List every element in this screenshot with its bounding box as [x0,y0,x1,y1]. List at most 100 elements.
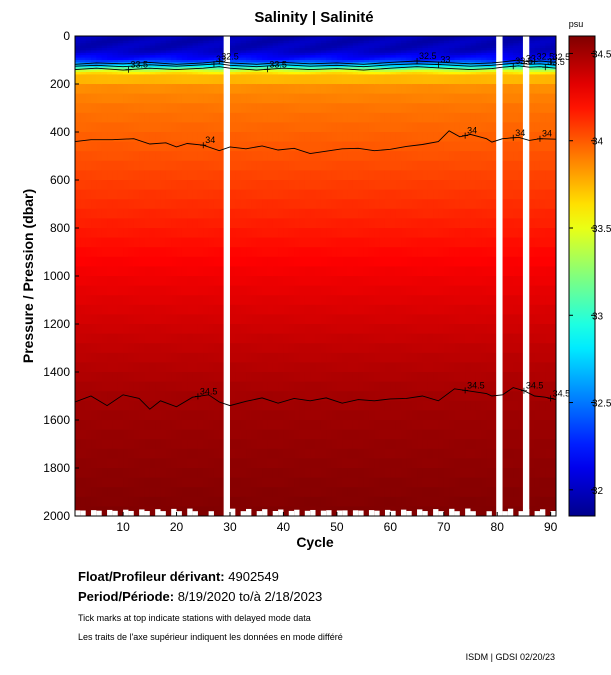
heatmap-cell [251,506,258,516]
heatmap-cell [117,84,124,95]
heatmap-cell [465,180,472,191]
heatmap-cell [326,266,333,277]
heatmap-cell [251,487,258,498]
heatmap-cell [187,343,194,354]
heatmap-cell [347,48,354,51]
heatmap-cell [395,199,402,210]
heatmap-cell [197,506,204,516]
heatmap-cell [256,410,263,421]
heatmap-cell [401,69,407,73]
heatmap-cell [320,429,327,440]
heatmap-cell [219,391,226,402]
heatmap-cell [208,237,215,248]
heatmap-cell [459,352,466,363]
heatmap-cell [427,391,434,402]
heatmap-cell [438,57,445,61]
heatmap-cell [454,84,461,95]
heatmap-cell [379,391,386,402]
heatmap-cell [133,487,140,498]
heatmap-cell [294,84,301,95]
heatmap-cell [358,52,365,56]
heatmap-cell [133,372,140,383]
heatmap-cell [197,38,204,42]
heatmap-cell [155,256,162,267]
heatmap-cell [401,448,407,459]
heatmap-cell [197,40,204,44]
heatmap-cell [101,52,108,56]
heatmap-cell [144,38,151,42]
heatmap-cell [208,38,215,42]
heatmap-cell [454,314,461,325]
heatmap-cell [278,247,285,258]
heatmap-cell [459,74,466,85]
heatmap-cell [246,45,252,49]
heatmap-cell [160,69,167,73]
heatmap-cell [208,400,215,411]
heatmap-cell [299,439,306,450]
heatmap-cell [459,276,466,287]
heatmap-cell [91,43,97,47]
heatmap-cell [422,487,429,498]
heatmap-cell [417,333,423,344]
heatmap-cell [288,276,295,287]
heatmap-cell [459,448,466,459]
heatmap-cell [181,170,188,181]
heatmap-cell [342,237,349,248]
heatmap-cell [347,72,354,75]
heatmap-cell [235,180,242,191]
heatmap-cell [374,69,381,73]
heatmap-cell [235,410,242,421]
heatmap-cell [395,64,402,68]
heatmap-cell [427,295,434,306]
heatmap-cell [155,69,162,73]
heatmap-cell [278,285,285,296]
heatmap-cell [160,276,167,287]
heatmap-cell [459,477,466,488]
heatmap-cell [176,141,183,152]
heatmap-cell [262,314,268,325]
heatmap-cell [475,496,482,507]
heatmap-cell [128,170,135,181]
heatmap-cell [465,304,472,315]
heatmap-cell [406,372,413,383]
heatmap-cell [240,247,247,258]
heatmap-cell [465,266,472,277]
heatmap-cell [368,38,375,42]
heatmap-cell [240,170,247,181]
heatmap-cell [176,208,183,219]
heatmap-cell [149,458,156,469]
heatmap-cell [117,256,124,267]
heatmap-cell [310,170,317,181]
heatmap-cell [358,487,365,498]
heatmap-cell [112,362,119,373]
heatmap-cell [347,132,354,143]
heatmap-cell [390,69,397,73]
heatmap-cell [384,352,391,363]
heatmap-cell [358,266,365,277]
heatmap-cell [80,170,87,181]
heatmap-cell [294,448,301,459]
heatmap-cell [101,228,108,239]
heatmap-cell [422,381,429,392]
heatmap-cell [470,429,477,440]
heatmap-cell [139,400,146,411]
heatmap-cell [187,333,194,344]
heatmap-cell [379,352,386,363]
heatmap-cell [107,50,114,54]
heatmap-cell [374,468,381,479]
heatmap-cell [438,48,445,51]
heatmap-cell [358,180,365,191]
heatmap-cell [406,103,413,114]
heatmap-cell [219,64,226,68]
heatmap-cell [475,74,482,85]
heatmap-cell [278,420,285,431]
heatmap-cell [342,141,349,152]
heatmap-cell [208,112,215,123]
heatmap-cell [310,266,317,277]
heatmap-cell [203,40,210,44]
heatmap-cell [433,72,440,75]
heatmap-cell [208,151,215,162]
heatmap-cell [454,189,461,200]
heatmap-cell [278,496,285,507]
heatmap-cell [320,141,327,152]
